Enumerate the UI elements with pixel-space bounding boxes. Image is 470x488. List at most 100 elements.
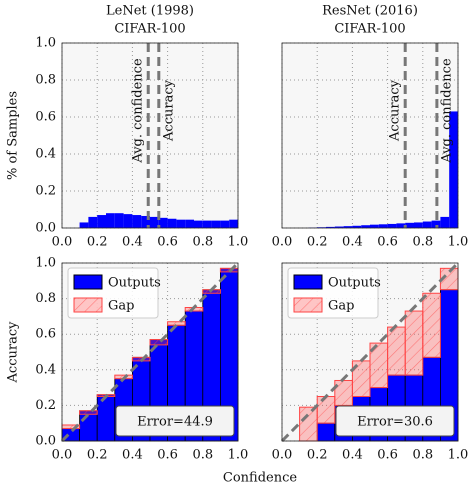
annotation-box <box>335 405 455 437</box>
x-tick-label: 0.6 <box>157 448 178 463</box>
x-tick-label: 0.2 <box>307 235 328 250</box>
y-tick-label: 0.0 <box>35 221 56 236</box>
gap-bar <box>316 396 336 424</box>
histogram-bar <box>106 213 115 228</box>
histogram-bar <box>414 222 423 228</box>
chart-subtitle: CIFAR-100 <box>334 22 405 37</box>
y-axis-label: Accuracy <box>6 321 21 384</box>
histogram-bar <box>211 220 221 228</box>
annotation: Error=44.9 <box>137 415 213 430</box>
histogram-bar <box>97 215 106 228</box>
y-tick-label: 0.6 <box>35 110 56 125</box>
histogram-bar <box>449 111 458 228</box>
gap-bar <box>387 326 406 376</box>
x-tick-label: 0.4 <box>122 235 143 250</box>
legend-label: Gap <box>108 299 134 314</box>
axes-frame <box>61 262 239 442</box>
x-axis-label: Confidence <box>223 471 297 486</box>
y-tick-label: 1.0 <box>35 256 56 271</box>
histogram-bar <box>352 225 362 228</box>
gap-bar <box>404 310 424 376</box>
reference-line-label: Avg. confidence <box>131 58 146 164</box>
x-tick-label: 0.8 <box>192 448 213 463</box>
x-tick-label: 0.8 <box>192 235 213 250</box>
x-tick-label: 0.8 <box>412 448 433 463</box>
histogram-bar <box>123 214 133 228</box>
gap-bar <box>299 406 318 442</box>
x-tick-label: 1.0 <box>228 448 249 463</box>
axes-frame <box>281 42 459 229</box>
annotation: Error=30.6 <box>357 415 433 430</box>
x-tick-label: 0.2 <box>87 235 108 250</box>
chart-title: LeNet (1998) <box>106 4 194 19</box>
histogram-bar <box>167 218 177 228</box>
histogram-bar <box>378 224 388 228</box>
axes-frame <box>281 262 459 442</box>
histogram-bar <box>220 220 230 228</box>
histogram-bar <box>185 219 194 228</box>
y-tick-label: 0.0 <box>35 434 56 449</box>
legend-label: Outputs <box>328 276 381 291</box>
x-tick-label: 0.0 <box>272 235 293 250</box>
y-tick-label: 0.8 <box>35 291 56 306</box>
axes-frame <box>61 42 239 229</box>
y-tick-label: 0.4 <box>35 362 56 377</box>
legend-label: Gap <box>328 299 354 314</box>
histogram-bar <box>229 219 238 228</box>
x-tick-label: 0.0 <box>272 448 293 463</box>
output-bar <box>316 422 336 442</box>
histogram-bar <box>79 222 89 228</box>
histogram-bar <box>202 220 212 228</box>
x-tick-label: 0.0 <box>52 448 73 463</box>
y-tick-label: 0.6 <box>35 327 56 342</box>
histogram-bar <box>405 222 414 228</box>
reference-line-label: Avg. confidence <box>439 58 454 164</box>
histogram-bar <box>194 220 203 228</box>
chart-subtitle: CIFAR-100 <box>114 22 185 37</box>
x-tick-label: 0.0 <box>52 235 73 250</box>
y-tick-label: 0.2 <box>35 184 56 199</box>
histogram-bar <box>88 216 98 228</box>
x-tick-label: 0.2 <box>87 448 108 463</box>
output-bar <box>96 394 116 442</box>
legend-swatch <box>73 274 103 290</box>
legend-swatch <box>73 297 103 313</box>
gap-bar <box>167 321 186 326</box>
histogram-bar <box>440 216 450 228</box>
annotation-box <box>115 405 235 437</box>
x-tick-label: 0.6 <box>377 448 398 463</box>
y-tick-label: 0.4 <box>35 147 56 162</box>
chart-title: ResNet (2016) <box>322 4 418 19</box>
histogram-bar <box>361 225 370 228</box>
x-tick-label: 0.4 <box>342 235 363 250</box>
gap-bar <box>334 379 353 406</box>
histogram-bar <box>431 220 441 228</box>
x-tick-label: 0.6 <box>157 235 178 250</box>
x-tick-label: 0.6 <box>377 235 398 250</box>
histogram-bar <box>370 224 379 228</box>
x-tick-label: 0.4 <box>122 448 143 463</box>
gap-bar <box>422 292 441 358</box>
histogram-bar <box>343 226 353 228</box>
y-axis-label: % of Samples <box>6 91 21 180</box>
x-tick-label: 0.4 <box>342 448 363 463</box>
histogram-bar <box>158 217 168 228</box>
histogram-bar <box>132 215 142 228</box>
histogram-bar <box>387 223 397 228</box>
legend-swatch <box>293 297 323 313</box>
histogram-bar <box>141 215 150 228</box>
legend-swatch <box>293 274 323 290</box>
x-tick-label: 1.0 <box>448 235 469 250</box>
histogram-bar <box>326 226 335 228</box>
histogram-bar <box>176 219 186 228</box>
reference-line-label: Accuracy <box>161 79 176 142</box>
reference-line-label: Accuracy <box>388 79 403 142</box>
histogram-bar <box>334 226 344 228</box>
histogram-bar <box>114 213 124 228</box>
legend-label: Outputs <box>108 276 161 291</box>
plot-area <box>62 43 238 228</box>
x-tick-label: 0.2 <box>307 448 328 463</box>
gap-bar <box>79 410 98 415</box>
plot-area <box>282 43 458 228</box>
